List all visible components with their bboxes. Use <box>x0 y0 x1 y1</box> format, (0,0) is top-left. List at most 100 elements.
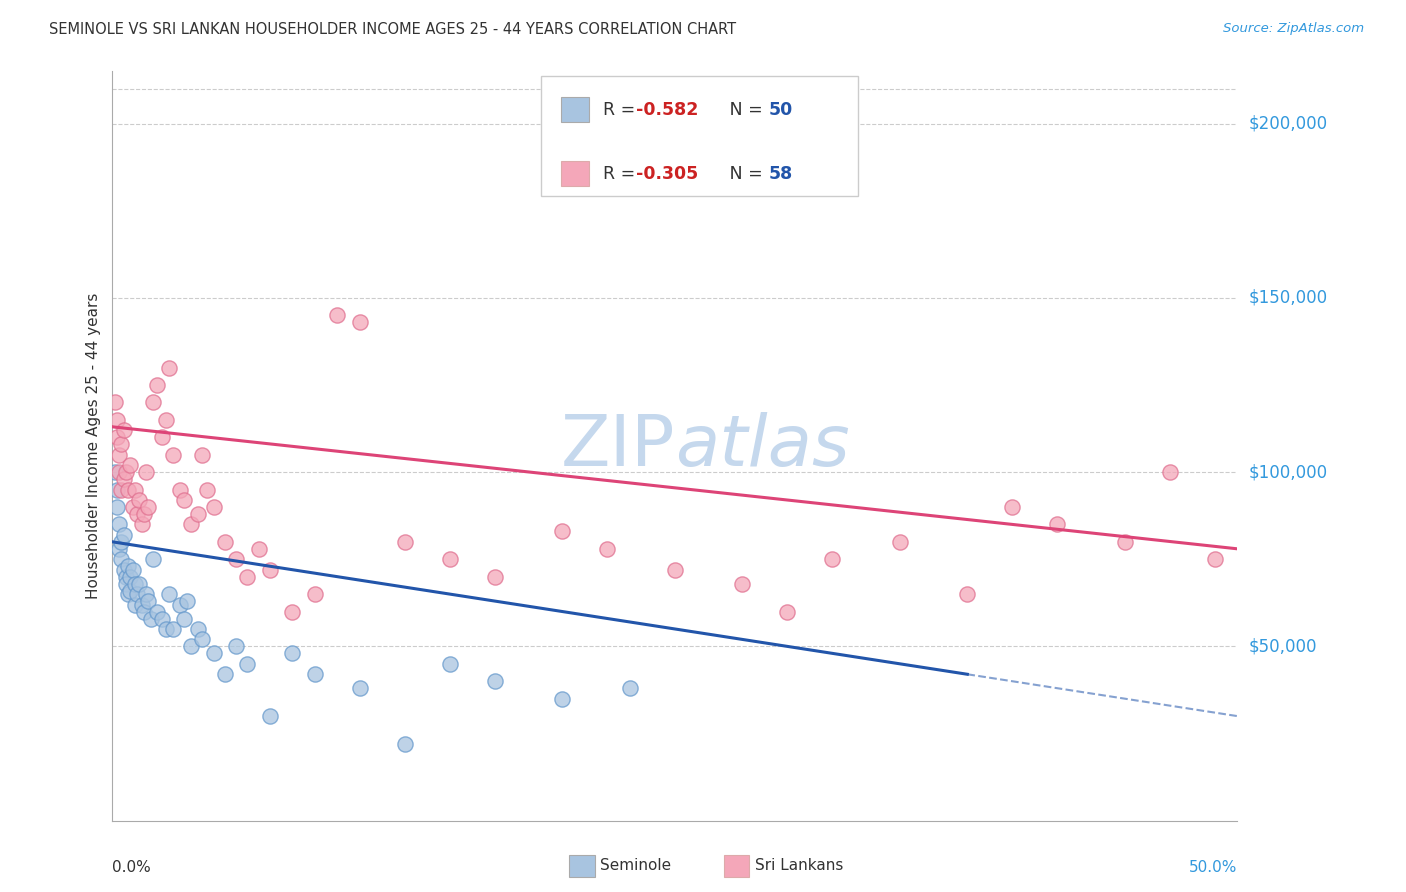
Point <box>202 500 225 514</box>
Point <box>108 541 131 556</box>
Point <box>169 483 191 497</box>
Point <box>121 500 143 514</box>
Point <box>619 681 641 696</box>
Point <box>173 611 195 625</box>
Point <box>162 622 184 636</box>
Point <box>128 576 150 591</box>
Point <box>142 552 165 566</box>
Text: N =: N = <box>713 101 768 119</box>
Text: R =: R = <box>603 101 641 119</box>
Y-axis label: Householder Income Ages 25 - 44 years: Householder Income Ages 25 - 44 years <box>86 293 101 599</box>
Point <box>124 483 146 497</box>
Point <box>180 517 202 532</box>
Point <box>112 423 135 437</box>
Point <box>281 646 304 660</box>
Point <box>104 395 127 409</box>
Text: 0.0%: 0.0% <box>112 860 152 874</box>
Point <box>142 395 165 409</box>
Point <box>191 448 214 462</box>
Text: 58: 58 <box>769 165 793 183</box>
Text: 50: 50 <box>769 101 793 119</box>
Point <box>115 576 138 591</box>
Point <box>484 570 506 584</box>
Point <box>304 587 326 601</box>
Point <box>259 563 281 577</box>
Point <box>596 541 619 556</box>
Point <box>731 576 754 591</box>
Text: Source: ZipAtlas.com: Source: ZipAtlas.com <box>1223 22 1364 36</box>
Text: ZIP: ZIP <box>561 411 675 481</box>
Text: 50.0%: 50.0% <box>1189 860 1237 874</box>
Point <box>117 587 139 601</box>
Point <box>180 640 202 654</box>
Point <box>112 528 135 542</box>
Text: -0.582: -0.582 <box>636 101 697 119</box>
Text: $200,000: $200,000 <box>1249 115 1327 133</box>
Point <box>155 413 177 427</box>
Text: R =: R = <box>603 165 641 183</box>
Point <box>105 430 128 444</box>
Point <box>214 667 236 681</box>
Point <box>115 465 138 479</box>
Point <box>138 500 160 514</box>
Point <box>259 709 281 723</box>
Point <box>326 308 349 322</box>
Point <box>551 691 574 706</box>
Text: SEMINOLE VS SRI LANKAN HOUSEHOLDER INCOME AGES 25 - 44 YEARS CORRELATION CHART: SEMINOLE VS SRI LANKAN HOUSEHOLDER INCOM… <box>49 22 737 37</box>
Point <box>110 534 132 549</box>
Point <box>176 594 198 608</box>
Point <box>128 493 150 508</box>
Text: Seminole: Seminole <box>600 858 672 872</box>
Point <box>247 541 270 556</box>
Point <box>157 587 180 601</box>
Text: $150,000: $150,000 <box>1249 289 1327 307</box>
Text: $100,000: $100,000 <box>1249 463 1327 481</box>
Point <box>821 552 844 566</box>
Point <box>120 458 142 472</box>
Point <box>135 587 157 601</box>
Text: -0.305: -0.305 <box>636 165 697 183</box>
Point <box>173 493 195 508</box>
Point <box>236 570 259 584</box>
Point <box>108 517 131 532</box>
Point <box>150 430 173 444</box>
Point <box>110 437 132 451</box>
Point <box>484 674 506 689</box>
Point <box>1159 465 1181 479</box>
Point <box>124 598 146 612</box>
Point <box>1046 517 1069 532</box>
Point <box>120 570 142 584</box>
Point <box>108 465 131 479</box>
Point <box>1114 534 1136 549</box>
Point <box>105 483 128 497</box>
Point <box>132 605 155 619</box>
Point <box>138 594 160 608</box>
Point <box>551 524 574 539</box>
Point <box>304 667 326 681</box>
Point <box>162 448 184 462</box>
Point <box>108 448 131 462</box>
Point <box>1204 552 1226 566</box>
Point <box>117 559 139 574</box>
Point <box>956 587 979 601</box>
Point <box>776 605 799 619</box>
Point <box>110 552 132 566</box>
Point <box>664 563 686 577</box>
Point <box>202 646 225 660</box>
Text: N =: N = <box>713 165 768 183</box>
Point <box>281 605 304 619</box>
Point <box>127 507 149 521</box>
Text: $50,000: $50,000 <box>1249 638 1317 656</box>
Point <box>157 360 180 375</box>
Point <box>225 640 247 654</box>
Point <box>105 413 128 427</box>
Point <box>124 576 146 591</box>
Point <box>1001 500 1024 514</box>
Point <box>236 657 259 671</box>
Point <box>439 552 461 566</box>
Point <box>127 587 149 601</box>
Point <box>120 583 142 598</box>
Point <box>349 315 371 329</box>
Point <box>349 681 371 696</box>
Point <box>121 563 143 577</box>
